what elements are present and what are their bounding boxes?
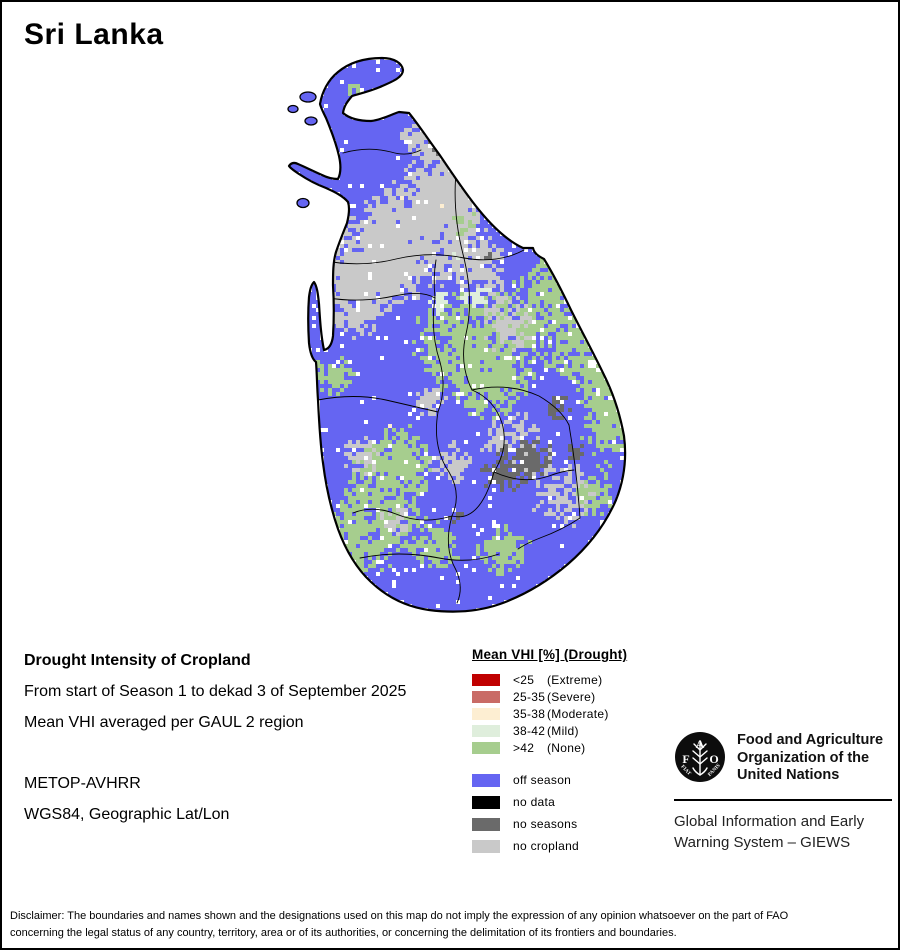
- giews-line: Warning System – GIEWS: [674, 833, 851, 851]
- legend-swatch-no-cropland: [472, 839, 500, 853]
- drought-raster-layer: [289, 58, 624, 612]
- legend-label: (Mild): [547, 723, 579, 738]
- legend-title: Mean VHI [%] (Drought): [472, 647, 628, 662]
- legend-row: 35-38 (Moderate): [472, 705, 627, 722]
- legend-swatch-severe: [472, 690, 500, 703]
- legend-range: 35-38: [513, 706, 546, 721]
- giews-name: Global Information and Early Warning Sys…: [674, 811, 892, 853]
- giews-line: Global Information and Early: [674, 812, 865, 830]
- map-sensor: METOP-AVHRR: [24, 775, 141, 792]
- legend-row: off season: [472, 769, 627, 791]
- legend-row: 25-35 (Severe): [472, 688, 627, 705]
- legend-row: >42 (None): [472, 739, 627, 756]
- legend-swatch-no-data: [472, 795, 500, 809]
- fao-logo-icon: A F O FIAT PANIS: [675, 732, 725, 782]
- legend-other-classes: off season no data no seasons no croplan…: [472, 769, 627, 857]
- fao-block: A F O FIAT PANIS Food and Agriculture Or…: [674, 731, 892, 853]
- legend-label: (Moderate): [547, 706, 609, 721]
- legend-range: >42: [513, 740, 535, 755]
- fao-org-line: Organization of the: [737, 749, 870, 766]
- island-outline: [287, 56, 627, 613]
- page-title: Sri Lanka: [24, 18, 164, 51]
- legend-drought-classes: <25 (Extreme) 25-35 (Severe) 35-38 (Mode…: [472, 671, 627, 756]
- legend-label: (None): [547, 740, 586, 755]
- district-boundaries: [317, 148, 581, 604]
- legend-label: (Extreme): [547, 672, 603, 687]
- divider: [674, 798, 892, 801]
- legend-label: no data: [513, 795, 556, 809]
- map-projection: WGS84, Geographic Lat/Lon: [24, 806, 230, 823]
- legend-row: no seasons: [472, 813, 627, 835]
- legend-swatch-extreme: [472, 673, 500, 686]
- map-description: Drought Intensity of Cropland From start…: [24, 652, 406, 837]
- legend-swatch-no-seasons: [472, 817, 500, 831]
- fao-org-line: Food and Agriculture: [737, 732, 884, 748]
- legend-swatch-none: [472, 741, 500, 754]
- legend-row: <25 (Extreme): [472, 671, 627, 688]
- small-islands: [287, 91, 318, 209]
- legend-label: (Severe): [547, 689, 596, 704]
- disclaimer-text: Disclaimer: The boundaries and names sho…: [10, 910, 789, 939]
- legend-swatch-mild: [472, 724, 500, 737]
- legend: Mean VHI [%] (Drought) <25 (Extreme) 25-…: [472, 647, 627, 857]
- legend-swatch-off-season: [472, 773, 500, 787]
- wheat-ear-icon: [692, 740, 708, 776]
- fao-org-line: United Nations: [737, 767, 840, 783]
- legend-row: no cropland: [472, 835, 627, 857]
- legend-row: no data: [472, 791, 627, 813]
- legend-row: 38-42 (Mild): [472, 722, 627, 739]
- legend-label: no seasons: [513, 817, 578, 831]
- map-method: Mean VHI averaged per GAUL 2 region: [24, 714, 304, 731]
- fao-org-name: Food and Agriculture Organization of the…: [737, 731, 883, 785]
- map-period: From start of Season 1 to dekad 3 of Sep…: [24, 683, 407, 700]
- legend-label: off season: [513, 773, 572, 787]
- spacer: [24, 745, 406, 775]
- legend-label: no cropland: [513, 839, 580, 853]
- legend-swatch-moderate: [472, 707, 500, 720]
- legend-range: <25: [513, 672, 535, 687]
- legend-range: 25-35: [513, 689, 546, 704]
- legend-range: 38-42: [513, 723, 546, 738]
- map-subtitle: Drought Intensity of Cropland: [24, 652, 251, 669]
